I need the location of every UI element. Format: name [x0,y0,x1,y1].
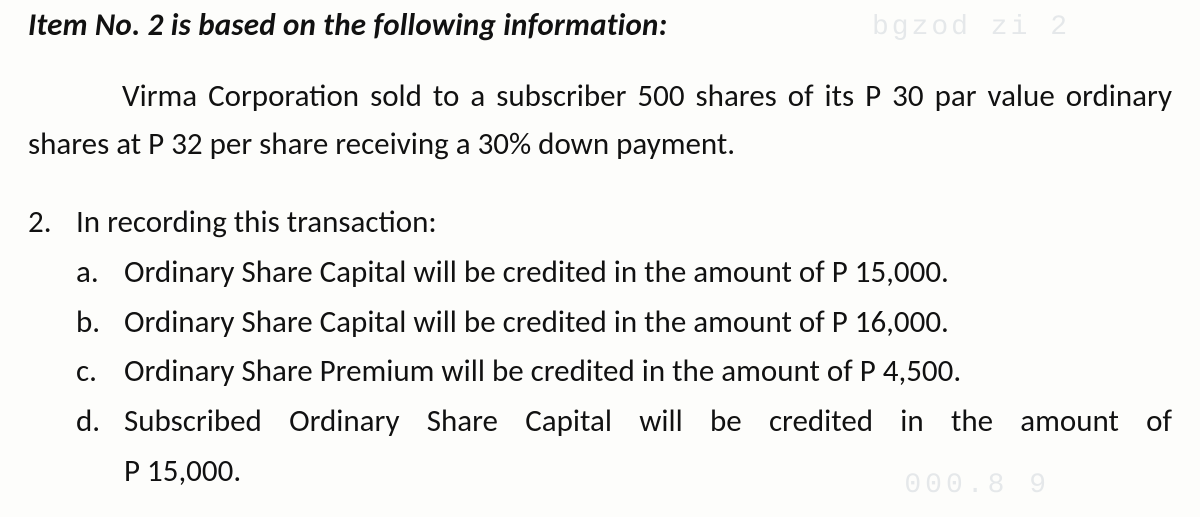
option-c: c. Ordinary Share Premium will be credit… [76,347,1172,397]
section-heading: Item No. 2 is based on the following inf… [28,6,1172,44]
option-b: b. Ordinary Share Capital will be credit… [76,298,1172,348]
option-letter: d. [76,397,124,447]
question-stem: In recording this transaction: [76,198,1172,246]
question-block: 2. In recording this transaction: a. Ord… [28,198,1172,496]
option-a: a. Ordinary Share Capital will be credit… [76,248,1172,298]
scenario-text: Virma Corporation sold to a subscriber 5… [28,77,1172,163]
question-number: 2. [28,198,76,246]
option-text: Ordinary Share Premium will be credited … [124,347,1172,397]
option-text: Ordinary Share Capital will be credited … [124,298,1172,348]
option-letter: a. [76,248,124,298]
option-letter: c. [76,347,124,397]
option-d: d. Subscribed Ordinary Share Capital wil… [76,397,1172,496]
exam-page: Item No. 2 is based on the following inf… [0,0,1200,517]
option-d-line2: P 15,000. [124,447,1172,497]
option-letter: b. [76,298,124,348]
question-body: In recording this transaction: a. Ordina… [76,198,1172,496]
option-list: a. Ordinary Share Capital will be credit… [76,248,1172,496]
option-d-line1: Subscribed Ordinary Share Capital will b… [124,397,1172,447]
scenario-paragraph: Virma Corporation sold to a subscriber 5… [28,72,1172,168]
option-text: Ordinary Share Capital will be credited … [124,248,1172,298]
option-text: Subscribed Ordinary Share Capital will b… [124,397,1172,496]
